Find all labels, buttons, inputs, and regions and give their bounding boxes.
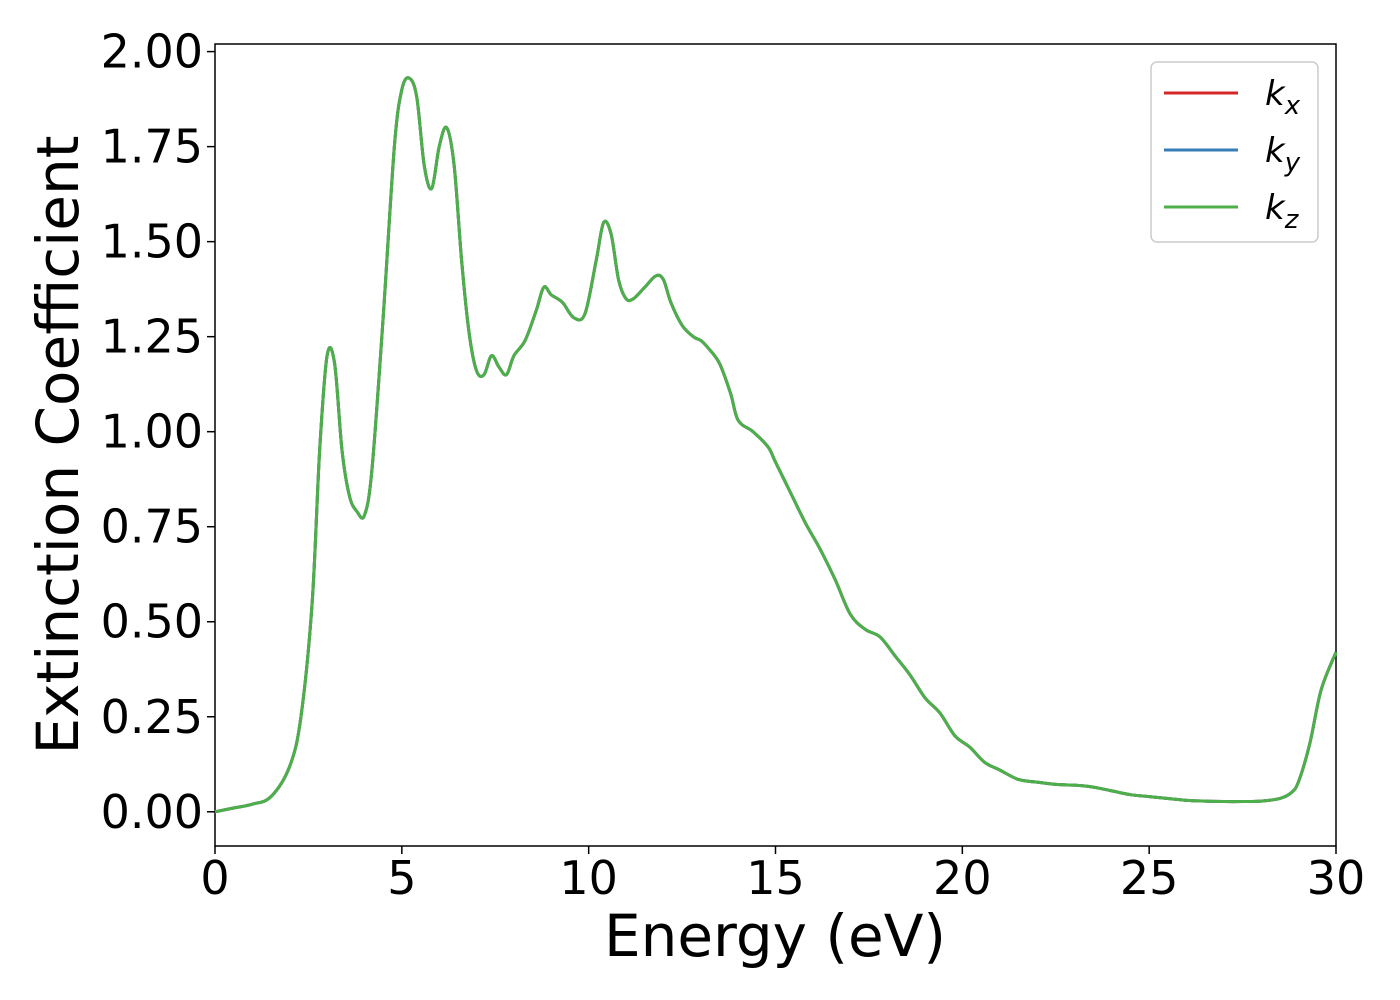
plot-area	[214, 43, 1337, 847]
legend-label-subscript: z	[1284, 205, 1300, 235]
legend-label-base: k	[1265, 74, 1286, 114]
series-line-kz	[214, 76, 1338, 814]
plot-frame	[214, 43, 1337, 847]
y-tick-label: 0.00	[101, 785, 203, 839]
legend-frame	[1150, 61, 1319, 243]
x-axis-label: Energy (eV)	[604, 902, 946, 970]
legend-label-base: k	[1265, 131, 1286, 171]
y-tick-label: 1.75	[101, 120, 203, 174]
legend-label-subscript: y	[1284, 148, 1301, 178]
legend-label-kx: kx	[1265, 74, 1301, 121]
y-axis-ticks: 0.00 0.25 0.50 0.75 1.00 1.25 1.50 1.75 2.00	[101, 25, 215, 839]
x-tick-label: 10	[559, 851, 618, 905]
y-axis-label: Extinction Coefficient	[24, 136, 92, 755]
y-tick-label: 0.25	[101, 690, 203, 744]
y-tick-label: 1.25	[101, 310, 203, 364]
x-tick-label: 20	[933, 851, 992, 905]
y-tick-label: 1.00	[101, 405, 203, 459]
x-tick-label: 5	[387, 851, 416, 905]
legend-label-subscript: x	[1284, 91, 1301, 121]
legend-label-ky: ky	[1265, 131, 1301, 178]
x-tick-label: 25	[1120, 851, 1179, 905]
x-axis-ticks: 0 5 10 15 20 25 30	[200, 846, 1365, 905]
x-tick-label: 0	[200, 851, 229, 905]
y-tick-label: 1.50	[101, 215, 203, 269]
x-tick-label: 30	[1307, 851, 1366, 905]
x-tick-label: 15	[746, 851, 805, 905]
y-tick-label: 2.00	[101, 25, 203, 79]
series-layer	[214, 76, 1338, 814]
y-tick-label: 0.50	[101, 595, 203, 649]
legend-label-base: k	[1265, 188, 1286, 228]
legend-label-kz: kz	[1265, 188, 1300, 235]
y-tick-label: 0.75	[101, 500, 203, 554]
